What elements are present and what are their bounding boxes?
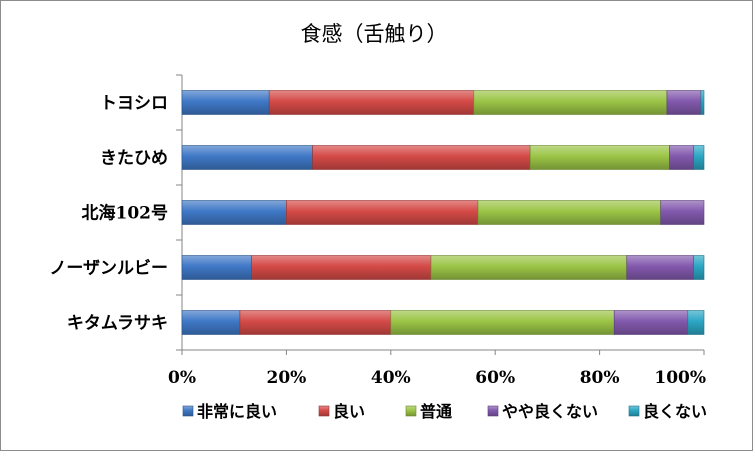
x-tick-labels: 0% 20% 40% 60% 80% 100% — [168, 368, 706, 388]
bar-segment — [251, 255, 432, 280]
category-label: 北海102号 — [82, 203, 169, 224]
bar-segment — [430, 255, 628, 280]
bar-segment — [268, 90, 475, 115]
category-label: キタムラサキ — [67, 314, 168, 334]
legend-item: 良い — [318, 402, 365, 421]
bar-segment — [473, 90, 668, 115]
legend-label: 非常に良い — [197, 402, 277, 421]
bar-segment — [239, 310, 392, 335]
bar-segment — [477, 200, 661, 225]
legend-item: 非常に良い — [182, 402, 277, 421]
legend-label: 良くない — [643, 402, 707, 421]
bar-segment — [529, 145, 670, 170]
category-label: トヨシロ — [100, 94, 168, 114]
bar-segment — [181, 200, 287, 225]
bar-segment — [693, 255, 705, 280]
x-tick-label: 20% — [266, 368, 306, 388]
bar-segment — [669, 145, 694, 170]
x-tick-label: 60% — [475, 368, 515, 388]
legend-swatch — [628, 405, 640, 417]
bar-segment — [700, 90, 705, 115]
bar-segment — [626, 255, 694, 280]
bar-segment — [613, 310, 689, 335]
category-label: ノーザンルビー — [49, 259, 168, 279]
bar-segment — [181, 255, 252, 280]
bar-segment — [181, 145, 313, 170]
bar-segment — [181, 310, 241, 335]
x-tick-label: 80% — [580, 368, 620, 388]
bar-segment — [286, 200, 479, 225]
legend-swatch — [405, 405, 417, 417]
legend-label: 良い — [333, 402, 365, 421]
legend-label: やや良くない — [502, 402, 598, 421]
legend-label: 普通 — [420, 402, 452, 421]
bar-segment — [666, 90, 702, 115]
bar-segment — [660, 200, 705, 225]
bar-segment — [687, 310, 705, 335]
bar-segment — [312, 145, 531, 170]
bars — [181, 90, 705, 335]
legend-item: 良くない — [628, 402, 707, 421]
bar-segment — [693, 145, 705, 170]
x-tick-label: 40% — [371, 368, 411, 388]
x-tick-label: 100% — [654, 368, 706, 388]
category-label: きたひめ — [100, 149, 168, 169]
legend: 非常に良い 良い 普通 やや良くない 良くない — [182, 402, 707, 421]
legend-swatch — [182, 405, 194, 417]
chart-title: 食感（舌触り） — [301, 22, 448, 46]
legend-item: 普通 — [405, 402, 452, 421]
x-tick-label: 0% — [168, 368, 196, 388]
legend-swatch — [487, 405, 499, 417]
legend-item: やや良くない — [487, 402, 598, 421]
bar-segment — [390, 310, 615, 335]
bar-segment — [181, 90, 270, 115]
legend-swatch — [318, 405, 330, 417]
